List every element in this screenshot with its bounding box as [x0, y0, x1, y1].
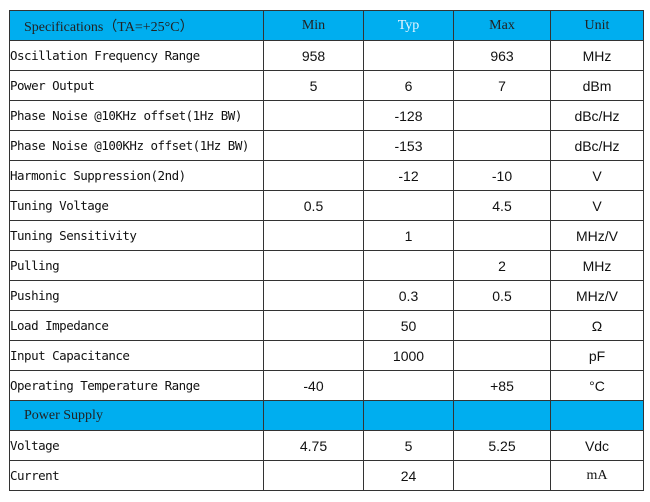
typ-cell: 6 — [363, 70, 454, 101]
min-cell: 5 — [263, 70, 364, 101]
param-cell: Pulling — [9, 250, 264, 281]
typ-cell: -128 — [363, 100, 454, 131]
max-cell — [453, 100, 551, 131]
unit-cell: dBc/Hz — [550, 130, 644, 161]
max-cell — [453, 400, 551, 431]
table-row: Oscillation Frequency Range 958 963 MHz — [9, 40, 644, 71]
min-cell: 0.5 — [263, 190, 364, 221]
min-cell: 4.75 — [263, 430, 364, 461]
min-cell — [263, 100, 364, 131]
max-cell: 963 — [453, 40, 551, 71]
table-row: Harmonic Suppression(2nd) -12 -10 V — [9, 160, 644, 191]
header-max: Max — [453, 10, 551, 41]
min-cell — [263, 280, 364, 311]
power-supply-row: Power Supply — [9, 400, 644, 431]
typ-cell: 24 — [363, 460, 454, 491]
table-row: Load Impedance 50 Ω — [9, 310, 644, 341]
typ-cell — [363, 250, 454, 281]
max-cell: 5.25 — [453, 430, 551, 461]
table-row: Voltage 4.75 5 5.25 Vdc — [9, 430, 644, 461]
header-spec: Specifications（TA=+25°C） — [9, 10, 264, 41]
typ-cell: -12 — [363, 160, 454, 191]
table-row: Power Output 5 6 7 dBm — [9, 70, 644, 101]
min-cell — [263, 310, 364, 341]
table-row: Operating Temperature Range -40 +85 °C — [9, 370, 644, 401]
typ-cell — [363, 40, 454, 71]
spec-table: Specifications（TA=+25°C） Min Typ Max Uni… — [9, 10, 644, 491]
header-typ: Typ — [363, 10, 454, 41]
header-unit: Unit — [550, 10, 644, 41]
unit-cell: dBm — [550, 70, 644, 101]
unit-cell: MHz — [550, 40, 644, 71]
min-cell — [263, 460, 364, 491]
header-min: Min — [263, 10, 364, 41]
unit-cell: Vdc — [550, 430, 644, 461]
typ-cell: 1 — [363, 220, 454, 251]
max-cell — [453, 310, 551, 341]
power-supply-title: Power Supply — [9, 400, 264, 431]
param-cell: Current — [9, 460, 264, 491]
table-row: Current 24 mA — [9, 460, 644, 491]
max-cell: 2 — [453, 250, 551, 281]
table-row: Input Capacitance 1000 pF — [9, 340, 644, 371]
unit-cell: V — [550, 160, 644, 191]
max-cell: 0.5 — [453, 280, 551, 311]
param-cell: Voltage — [9, 430, 264, 461]
typ-cell: 0.3 — [363, 280, 454, 311]
param-cell: Tuning Voltage — [9, 190, 264, 221]
table-row: Tuning Sensitivity 1 MHz/V — [9, 220, 644, 251]
unit-cell: V — [550, 190, 644, 221]
table-row: Tuning Voltage 0.5 4.5 V — [9, 190, 644, 221]
typ-cell — [363, 370, 454, 401]
unit-cell: mA — [550, 460, 644, 491]
param-cell: Phase Noise @10KHz offset(1Hz BW) — [9, 100, 264, 131]
min-cell — [263, 130, 364, 161]
header-row: Specifications（TA=+25°C） Min Typ Max Uni… — [9, 10, 644, 41]
max-cell — [453, 220, 551, 251]
max-cell — [453, 340, 551, 371]
param-cell: Operating Temperature Range — [9, 370, 264, 401]
param-cell: Harmonic Suppression(2nd) — [9, 160, 264, 191]
max-cell: 4.5 — [453, 190, 551, 221]
max-cell: +85 — [453, 370, 551, 401]
max-cell — [453, 460, 551, 491]
max-cell — [453, 130, 551, 161]
unit-cell: MHz/V — [550, 280, 644, 311]
unit-cell: Ω — [550, 310, 644, 341]
typ-cell: 50 — [363, 310, 454, 341]
min-cell — [263, 160, 364, 191]
unit-cell: dBc/Hz — [550, 100, 644, 131]
param-cell: Pushing — [9, 280, 264, 311]
unit-cell: °C — [550, 370, 644, 401]
unit-cell: MHz/V — [550, 220, 644, 251]
typ-cell — [363, 190, 454, 221]
param-cell: Power Output — [9, 70, 264, 101]
param-cell: Input Capacitance — [9, 340, 264, 371]
typ-cell: -153 — [363, 130, 454, 161]
min-cell: 958 — [263, 40, 364, 71]
min-cell — [263, 400, 364, 431]
typ-cell: 5 — [363, 430, 454, 461]
unit-cell: pF — [550, 340, 644, 371]
param-cell: Phase Noise @100KHz offset(1Hz BW) — [9, 130, 264, 161]
min-cell — [263, 340, 364, 371]
typ-cell — [363, 400, 454, 431]
param-cell: Tuning Sensitivity — [9, 220, 264, 251]
min-cell — [263, 250, 364, 281]
param-cell: Oscillation Frequency Range — [9, 40, 264, 71]
unit-cell: MHz — [550, 250, 644, 281]
table-row: Phase Noise @100KHz offset(1Hz BW) -153 dB… — [9, 130, 644, 161]
table-row: Pulling 2 MHz — [9, 250, 644, 281]
unit-cell — [550, 400, 644, 431]
typ-cell: 1000 — [363, 340, 454, 371]
min-cell — [263, 220, 364, 251]
max-cell: -10 — [453, 160, 551, 191]
max-cell: 7 — [453, 70, 551, 101]
param-cell: Load Impedance — [9, 310, 264, 341]
table-row: Pushing 0.3 0.5 MHz/V — [9, 280, 644, 311]
table-row: Phase Noise @10KHz offset(1Hz BW) -128 dBc… — [9, 100, 644, 131]
min-cell: -40 — [263, 370, 364, 401]
